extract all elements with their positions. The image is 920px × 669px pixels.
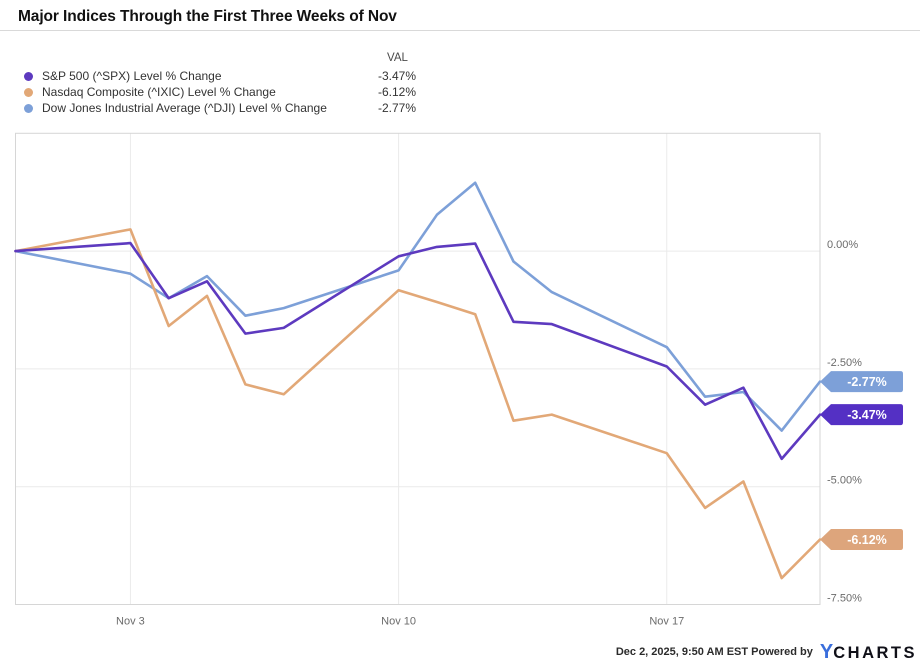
dji-series-label: Dow Jones Industrial Average (^DJI) Leve…: [42, 101, 327, 115]
ixic-series-label: Nasdaq Composite (^IXIC) Level % Change: [42, 85, 276, 99]
y-axis-tick-label: 0.00%: [827, 239, 858, 251]
spx-series-value: -3.47%: [378, 69, 417, 83]
dji-badge-label: -2.77%: [847, 375, 887, 389]
legend-row-spx: S&P 500 (^SPX) Level % Change -3.47%: [0, 68, 920, 84]
spx-value-badge: [820, 404, 903, 426]
dji-color-dot: [24, 104, 33, 113]
dji-series-value: -2.77%: [378, 101, 417, 115]
plot-border: [15, 132, 821, 606]
ixic-series-value: -6.12%: [378, 85, 417, 99]
ycharts-logo-y: Y: [819, 640, 834, 663]
spx-color-dot: [24, 72, 33, 81]
y-axis-tick-label: -2.50%: [827, 357, 862, 369]
ixic-value-badge: [820, 528, 903, 550]
ixic-color-dot: [24, 88, 33, 97]
ixic-badge-label: -6.12%: [847, 533, 887, 547]
y-axis-tick-label: -7.50%: [827, 593, 862, 605]
chart-title: Major Indices Through the First Three We…: [18, 8, 397, 25]
legend-row-dji: Dow Jones Industrial Average (^DJI) Leve…: [0, 100, 920, 116]
y-axis-tick-label: -5.00%: [827, 475, 862, 487]
spx-line: [14, 241, 822, 461]
legend-row-ixic: Nasdaq Composite (^IXIC) Level % Change …: [0, 84, 920, 100]
title-divider: [0, 30, 920, 31]
ixic-line: [14, 228, 822, 580]
x-axis-tick-label: Nov 3: [116, 616, 145, 628]
timestamp-attribution: Dec 2, 2025, 9:50 AM EST Powered by: [615, 646, 813, 658]
footer: Dec 2, 2025, 9:50 AM EST Powered by Y CH…: [616, 640, 917, 664]
ycharts-logo-charts: CHARTS: [833, 643, 917, 662]
dji-value-badge: [820, 371, 903, 393]
ycharts-logo: Y CHARTS: [820, 642, 917, 663]
spx-series-label: S&P 500 (^SPX) Level % Change: [42, 69, 222, 83]
x-axis-tick-label: Nov 10: [381, 616, 416, 628]
x-axis-tick-label: Nov 17: [649, 616, 684, 628]
dji-line: [14, 181, 822, 432]
spx-badge-label: -3.47%: [847, 408, 887, 422]
legend-val-header: VAL: [387, 52, 408, 64]
